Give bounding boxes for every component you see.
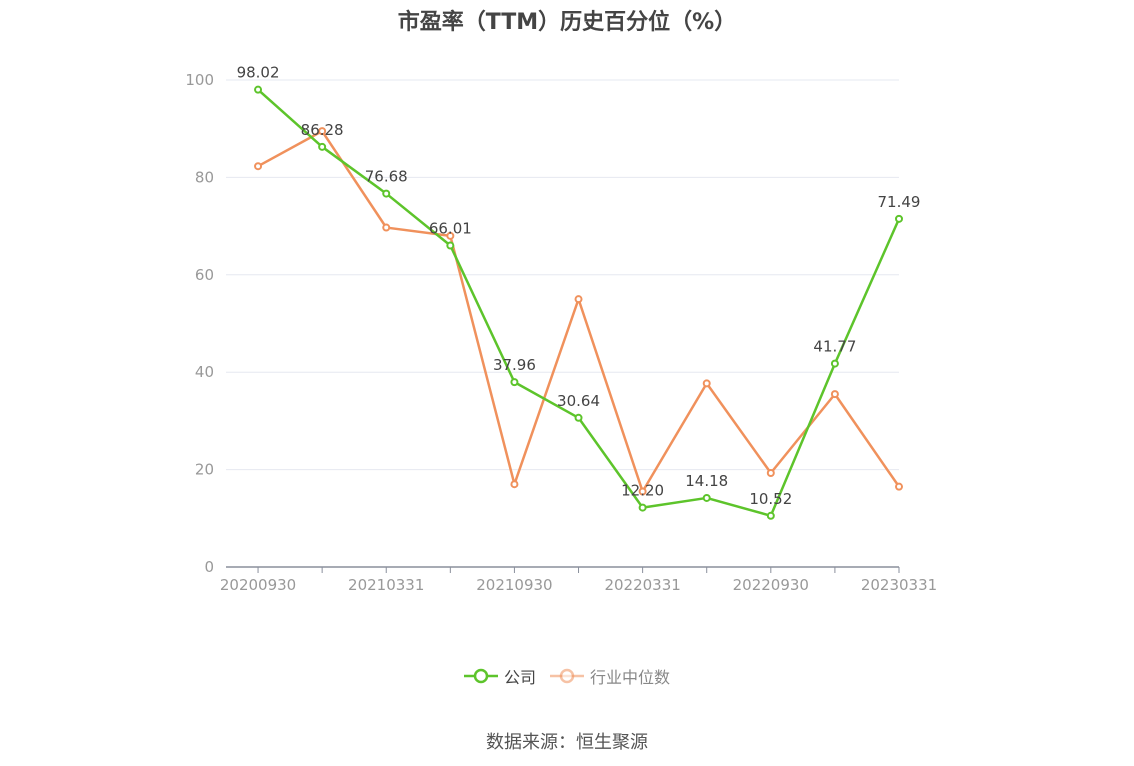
series-point-1: [766, 469, 775, 478]
series-point-0: [318, 142, 327, 151]
series-point-1: [638, 487, 647, 496]
series-point-0: [702, 493, 711, 502]
data-label: 10.52: [749, 490, 792, 508]
series-point-0: [895, 214, 903, 223]
data-label: 41.77: [813, 338, 856, 356]
series-point-0: [254, 85, 263, 94]
data-labels: 98.02 86.28 76.68 66.01 37.96 30.64 12.20 14.18…: [237, 64, 921, 508]
x-tick-label: 20210331: [348, 576, 424, 594]
y-tick-label: 40: [195, 363, 214, 381]
y-tick-label: 0: [204, 558, 214, 576]
series-point-0: [574, 413, 583, 422]
series-point-0: [382, 189, 391, 198]
data-label: 71.49: [878, 193, 921, 211]
series-point-0: [446, 241, 455, 250]
series-point-1: [702, 379, 711, 388]
data-label: 98.02: [237, 64, 280, 82]
series-point-1: [382, 223, 391, 232]
series-point-0: [510, 378, 519, 387]
series-point-1: [830, 390, 839, 399]
legend-swatch-industry-icon: [550, 668, 584, 684]
legend-label-industry-median: 行业中位数: [590, 668, 671, 687]
series-point-1: [254, 162, 263, 171]
y-tick-label: 60: [195, 266, 214, 284]
y-tick-label: 80: [195, 168, 214, 186]
data-source: 数据来源：恒生聚源: [486, 732, 648, 753]
data-label: 76.68: [365, 168, 408, 186]
series-point-0: [830, 359, 839, 368]
series-point-1: [574, 295, 583, 304]
legend-item-company[interactable]: 公司: [463, 664, 536, 688]
y-tick-label: 100: [185, 71, 214, 89]
series-point-1: [895, 482, 903, 491]
data-label: 86.28: [301, 121, 344, 139]
legend-label-company: 公司: [503, 668, 536, 687]
grid-lines: [226, 79, 899, 471]
x-tick-label: 20220331: [604, 576, 680, 594]
data-label: 14.18: [685, 472, 728, 490]
series-point-1: [446, 231, 455, 240]
x-tick-label: 20220930: [733, 576, 809, 594]
data-label: 12.20: [621, 482, 664, 500]
x-tick-label: 20230331: [861, 576, 937, 594]
data-label: 30.64: [557, 392, 600, 410]
legend-swatch-company-icon: [463, 668, 498, 684]
series-point-0: [766, 511, 775, 520]
data-label: 37.96: [493, 356, 536, 374]
legend: 公司 行业中位数: [0, 664, 1134, 688]
series-point-1: [510, 480, 519, 489]
x-tick-label: 20210930: [476, 576, 552, 594]
series-points: [254, 85, 903, 520]
series-point-1: [318, 127, 327, 136]
x-tick-label: 20200930: [220, 576, 296, 594]
y-tick-label: 20: [195, 461, 214, 479]
line-chart: 0 20 40 60 80 100 20200930 20210331 20210930 2022…: [185, 64, 937, 594]
legend-item-industry-median[interactable]: 行业中位数: [550, 664, 670, 688]
data-label: 66.01: [429, 220, 472, 238]
series-point-0: [638, 503, 647, 512]
axes: 0 20 40 60 80 100 20200930 20210331 20210930 2022…: [185, 71, 937, 594]
chart-title: 市盈率（TTM）历史百分位（%）: [397, 10, 737, 35]
